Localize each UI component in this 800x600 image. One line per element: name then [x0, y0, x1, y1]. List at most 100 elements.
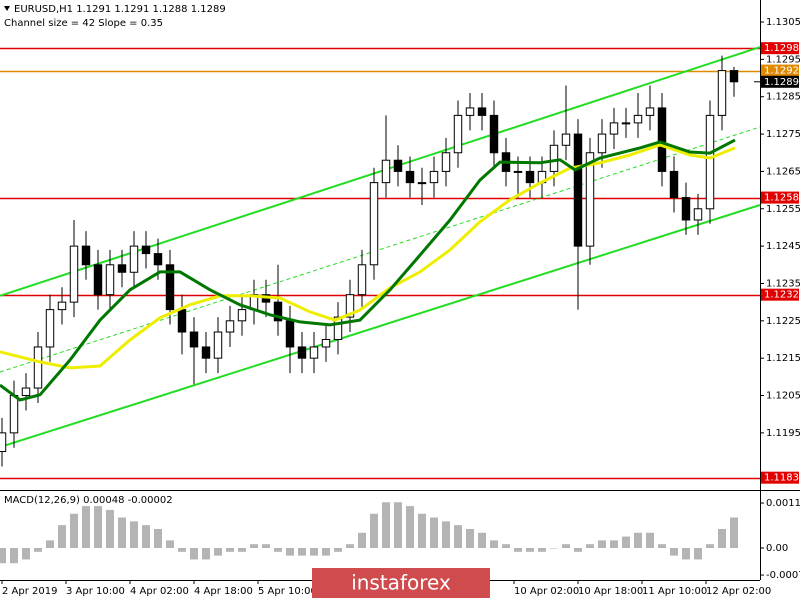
candle-body	[21, 387, 31, 397]
candle-body	[669, 170, 679, 199]
level-label: 1.1292	[764, 66, 799, 77]
y-tick-label: 1.1215	[766, 353, 800, 364]
level-label: 1.1183	[764, 473, 799, 484]
candle-body	[45, 309, 55, 348]
y-tick-label: 1.1245	[766, 241, 800, 252]
candle-body	[285, 320, 295, 348]
candle-body	[321, 338, 331, 348]
candle-body	[213, 331, 223, 359]
candle-body	[681, 197, 691, 221]
candle-body	[405, 170, 415, 184]
macd-bar	[574, 548, 582, 552]
candle-body	[417, 182, 427, 185]
x-tick-label: 4 Apr 02:00	[130, 586, 189, 597]
candle-body	[585, 152, 595, 247]
x-tick-label: 10 Apr 02:00	[514, 586, 579, 597]
y-tick-label: 1.1195	[766, 428, 800, 439]
candle-body	[477, 107, 487, 116]
macd-bar	[334, 548, 342, 552]
candle-body	[9, 395, 19, 434]
candle-body	[129, 245, 139, 273]
y-tick-label: 1.1305	[766, 17, 800, 28]
macd-bar	[46, 540, 54, 548]
macd-bar	[514, 548, 522, 552]
x-tick-label: 2 Apr 2019	[2, 586, 57, 597]
candle-body	[621, 122, 631, 125]
macd-bar	[226, 548, 234, 552]
candle-body	[141, 245, 151, 255]
y-tick-label: -0.00071	[766, 570, 800, 581]
macd-bar	[166, 540, 174, 548]
macd-bar	[286, 548, 294, 556]
x-tick-label: 4 Apr 18:00	[194, 586, 253, 597]
candle-body	[0, 432, 7, 453]
y-tick-label: 1.1205	[766, 391, 800, 402]
macd-bar	[670, 548, 678, 556]
candle-body	[729, 70, 739, 83]
last-price-box	[761, 75, 799, 88]
macd-title: MACD(12,26,9) 0.00048 -0.00002	[4, 495, 173, 506]
macd-bar	[466, 528, 474, 548]
y-tick-label: 1.1235	[766, 278, 800, 289]
candle-body	[345, 294, 355, 318]
macd-bar	[718, 528, 726, 548]
y-tick-label: 1.1265	[766, 166, 800, 177]
moving-average	[0, 138, 736, 402]
macd-bar	[310, 548, 318, 556]
channel-line	[0, 46, 761, 297]
watermark-box	[312, 568, 490, 598]
chart-title: EURUSD,H1 1.1291 1.1291 1.1288 1.1289	[14, 4, 226, 15]
moving-average	[0, 143, 736, 370]
level-label: 1.1258	[764, 193, 799, 204]
y-tick-label: 1.1225	[766, 316, 800, 327]
macd-bar	[202, 548, 210, 560]
macd-bar	[454, 525, 462, 548]
macd-bar	[0, 548, 6, 564]
candle-body	[561, 133, 571, 146]
macd-bar	[130, 521, 138, 548]
macd-bar	[406, 506, 414, 548]
plot: 1.13051.12951.12851.12751.12651.12551.12…	[0, 17, 800, 597]
y-tick-label: 1.1255	[766, 204, 800, 215]
candle-body	[333, 316, 343, 340]
level-label: 1.1232	[764, 290, 799, 301]
candle-body	[309, 346, 319, 359]
candle-body	[201, 346, 211, 359]
macd-bar	[382, 502, 390, 548]
candle-body	[153, 253, 163, 266]
macd-bar	[550, 548, 558, 549]
candle-body	[81, 245, 91, 266]
candle-body	[273, 301, 283, 322]
candle-body	[177, 309, 187, 333]
candle-body	[429, 170, 439, 184]
macd-bar	[274, 548, 282, 552]
macd-bar	[526, 548, 534, 552]
candle-body	[237, 309, 247, 322]
y-tick-label: 0.00118	[766, 498, 800, 509]
candle-body	[105, 264, 115, 296]
candle-body	[357, 264, 367, 296]
candle-body	[645, 107, 655, 116]
macd-bar	[562, 544, 570, 548]
macd-bar	[94, 506, 102, 548]
macd-bar	[418, 513, 426, 548]
macd-bar	[58, 525, 66, 548]
x-tick-label: 3 Apr 10:00	[66, 586, 125, 597]
candle-body	[465, 107, 475, 116]
macd-bar	[478, 532, 486, 548]
dropdown-icon[interactable]	[4, 6, 10, 11]
macd-bar	[658, 544, 666, 548]
candle-body	[525, 170, 535, 184]
candle-body	[549, 144, 559, 172]
macd-bar	[82, 506, 90, 548]
candle-body	[453, 114, 463, 154]
macd-bar	[370, 513, 378, 548]
candle-body	[633, 114, 643, 124]
level-label-box	[761, 42, 799, 55]
candle-body	[597, 133, 607, 154]
macd-bar	[586, 544, 594, 548]
macd-bar	[394, 502, 402, 548]
candle-body	[57, 301, 67, 311]
macd-bar	[490, 540, 498, 548]
